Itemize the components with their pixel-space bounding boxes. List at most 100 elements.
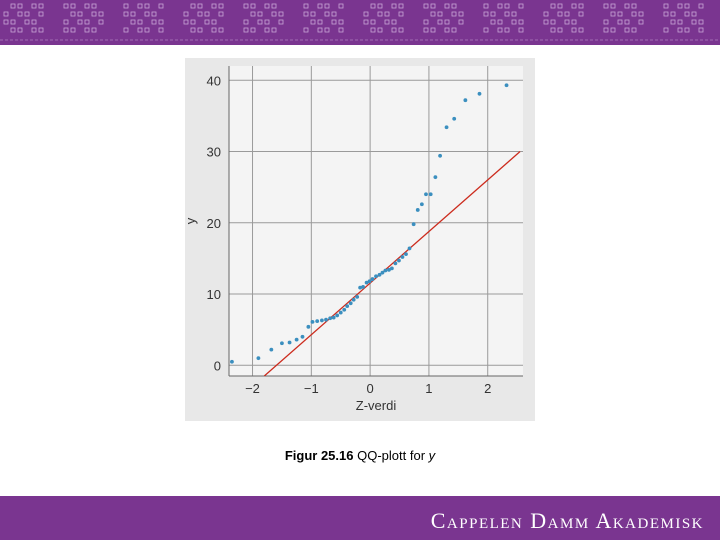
x-tick-label: 1	[425, 381, 432, 396]
qq-plot-panel: 0 10 20 30 40 −2 −1 0 1 2 Z-verdi y	[185, 58, 535, 421]
pattern-mark	[684, 27, 690, 33]
pattern-mark	[423, 3, 429, 9]
pattern-mark	[123, 11, 129, 17]
pattern-mark	[10, 3, 16, 9]
pattern-mark	[31, 3, 37, 9]
pattern-mark	[10, 27, 16, 33]
pattern-mark	[497, 3, 503, 9]
pattern-mark	[324, 11, 330, 17]
pattern-mark	[550, 27, 556, 33]
pattern-mark	[91, 11, 97, 17]
pattern-mark	[250, 27, 256, 33]
x-tick-label: −2	[245, 381, 260, 396]
pattern-mark	[543, 19, 549, 25]
pattern-mark	[451, 11, 457, 17]
data-point	[377, 272, 382, 277]
data-point	[256, 356, 261, 361]
pattern-mark	[338, 27, 344, 33]
pattern-mark	[204, 19, 210, 25]
pattern-mark	[518, 19, 524, 25]
pattern-mark	[663, 11, 669, 17]
pattern-mark	[3, 19, 9, 25]
data-point	[306, 324, 311, 329]
pattern-mark	[24, 11, 30, 17]
pattern-mark	[377, 27, 383, 33]
pattern-mark	[423, 19, 429, 25]
pattern-mark	[624, 19, 630, 25]
pattern-mark	[211, 19, 217, 25]
pattern-mark	[437, 19, 443, 25]
pattern-mark	[638, 19, 644, 25]
pattern-mark	[677, 27, 683, 33]
caption-label: Figur 25.16	[284, 448, 354, 463]
pattern-mark	[518, 3, 524, 9]
figure-caption: Figur 25.16 QQ-plott for y	[0, 448, 720, 463]
data-point	[348, 301, 353, 306]
data-point	[400, 255, 405, 259]
pattern-mark	[610, 27, 616, 33]
data-point	[393, 261, 398, 266]
pattern-mark	[497, 27, 503, 33]
pattern-mark	[504, 27, 510, 33]
pattern-mark	[190, 19, 196, 25]
pattern-mark	[670, 11, 676, 17]
data-point	[428, 192, 433, 197]
pattern-mark	[271, 11, 277, 17]
data-point	[280, 341, 284, 346]
pattern-mark	[324, 27, 330, 33]
pattern-mark	[458, 19, 464, 25]
plot-area	[229, 66, 523, 376]
brand-logo-text: Cappelen Damm Akademisk	[430, 508, 704, 533]
x-axis-label: Z-verdi	[356, 398, 397, 413]
y-tick-label: 10	[207, 287, 221, 302]
data-point	[504, 83, 509, 88]
pattern-mark	[158, 3, 164, 9]
pattern-mark	[511, 11, 517, 17]
pattern-mark	[151, 19, 157, 25]
pattern-mark	[303, 3, 309, 9]
pattern-mark	[137, 27, 143, 33]
pattern-mark	[190, 27, 196, 33]
pattern-mark	[571, 3, 577, 9]
pattern-mark	[144, 27, 150, 33]
pattern-mark	[338, 19, 344, 25]
pattern-mark	[123, 27, 129, 33]
pattern-mark	[77, 11, 83, 17]
pattern-mark	[631, 11, 637, 17]
pattern-mark	[698, 19, 704, 25]
data-point	[338, 310, 343, 315]
data-point	[364, 280, 369, 285]
data-point	[452, 116, 457, 121]
pattern-mark	[377, 11, 383, 17]
pattern-mark	[98, 11, 104, 17]
pattern-mark	[91, 27, 97, 33]
pattern-mark	[63, 3, 69, 9]
pattern-mark	[331, 11, 337, 17]
pattern-mark	[430, 11, 436, 17]
y-tick-label: 40	[207, 73, 221, 88]
pattern-mark	[698, 3, 704, 9]
data-point	[320, 318, 324, 323]
pattern-mark	[543, 11, 549, 17]
pattern-mark	[204, 11, 210, 17]
pattern-mark	[243, 19, 249, 25]
pattern-mark	[444, 3, 450, 9]
pattern-mark	[38, 27, 44, 33]
data-point	[287, 340, 292, 345]
pattern-mark	[257, 11, 263, 17]
pattern-mark	[264, 3, 270, 9]
pattern-mark	[137, 19, 143, 25]
pattern-mark	[370, 3, 376, 9]
pattern-mark	[610, 11, 616, 17]
data-point	[331, 315, 336, 320]
pattern-mark	[317, 27, 323, 33]
pattern-mark	[497, 19, 503, 25]
pattern-mark	[257, 19, 263, 25]
data-point	[335, 313, 340, 318]
pattern-mark	[303, 27, 309, 33]
data-point	[387, 267, 391, 272]
pattern-mark	[158, 19, 164, 25]
data-point	[411, 222, 416, 227]
pattern-mark	[698, 27, 704, 33]
pattern-mark	[377, 3, 383, 9]
